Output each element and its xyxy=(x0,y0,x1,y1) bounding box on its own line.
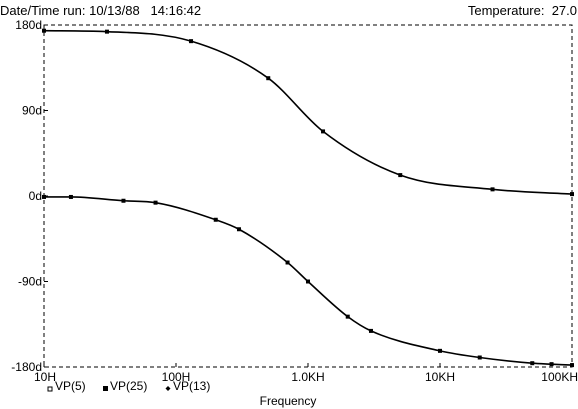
data-point-marker xyxy=(321,129,326,134)
legend-label: VP(13) xyxy=(173,379,210,393)
legend: VP(5) VP(25) VP(13) xyxy=(47,379,210,393)
data-point-marker xyxy=(345,314,350,319)
data-point-marker xyxy=(549,362,554,367)
y-tick-label: 180d xyxy=(15,18,42,32)
legend-label: VP(25) xyxy=(110,379,147,393)
data-point-marker xyxy=(104,29,109,34)
data-point-marker xyxy=(477,355,482,360)
y-axis-tick-labels: 180d 90d 0d -90d -180d xyxy=(11,18,48,374)
data-point-marker xyxy=(398,173,403,178)
y-tick-label: 90d xyxy=(22,104,42,118)
x-tick-label: 100KH xyxy=(541,370,578,384)
data-point-marker xyxy=(306,279,310,284)
y-tick-label: 0d xyxy=(29,189,42,203)
date-time-run-text: Date/Time run: 10/13/88 14:16:42 xyxy=(0,3,201,18)
data-point-marker xyxy=(189,39,194,44)
data-point-marker xyxy=(530,361,535,366)
data-point-marker xyxy=(285,260,290,265)
legend-marker-square-open xyxy=(47,386,53,392)
x-tick-label: 100H xyxy=(162,370,191,384)
data-point-marker xyxy=(490,187,495,192)
data-point-marker xyxy=(368,328,373,333)
series-line-upper xyxy=(43,29,573,195)
x-axis-tick-labels: 10H 100H 1.0KH 10KH 100KH xyxy=(34,363,578,384)
x-tick-label: 10H xyxy=(34,370,56,384)
data-point-marker xyxy=(266,76,271,81)
y-tick-label: -90d xyxy=(18,275,42,289)
data-point-marker xyxy=(213,217,218,222)
temperature-text: Temperature: 27.0 xyxy=(468,3,577,18)
legend-label: VP(5) xyxy=(55,379,86,393)
data-point-marker xyxy=(153,200,158,205)
plot-frame xyxy=(43,24,573,368)
data-point-marker xyxy=(42,194,46,199)
x-axis-label: Frequency xyxy=(260,394,317,408)
data-point-marker xyxy=(236,227,241,232)
data-point-marker xyxy=(570,192,574,197)
legend-marker-square-filled xyxy=(103,386,108,391)
series-layer xyxy=(42,28,574,368)
data-point-marker xyxy=(42,28,46,33)
data-point-marker xyxy=(121,198,126,203)
x-tick-label: 1.0KH xyxy=(291,370,324,384)
legend-marker-diamond xyxy=(165,386,171,391)
data-point-marker xyxy=(570,363,574,368)
y-tick-label: -180d xyxy=(11,360,42,374)
data-point-marker xyxy=(438,348,442,353)
x-tick-label: 10KH xyxy=(425,370,455,384)
data-point-marker xyxy=(68,194,73,199)
